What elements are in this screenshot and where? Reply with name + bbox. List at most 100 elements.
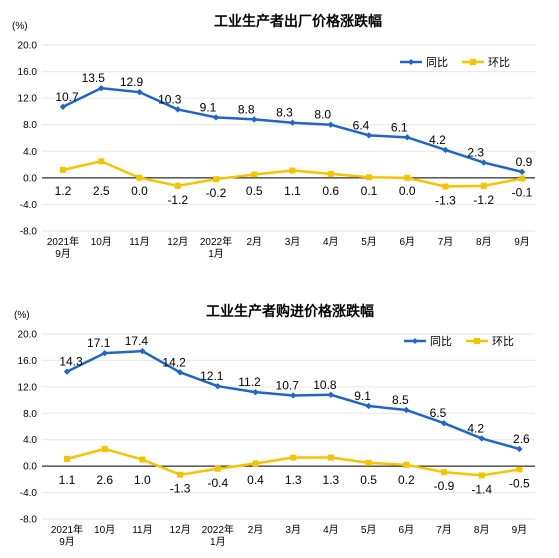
- data-label-mom: -1.2: [167, 193, 188, 207]
- legend-marker-square: [474, 338, 480, 344]
- x-tick-label: 3月: [285, 236, 301, 248]
- y-tick-label: -8.0: [20, 515, 38, 526]
- data-label-yoy: 10.8: [313, 378, 337, 392]
- x-tick-label: 1月: [208, 248, 224, 260]
- data-point-mom: [442, 183, 449, 190]
- x-tick-label: 7月: [438, 236, 454, 248]
- legend-label: 环比: [488, 56, 510, 69]
- data-label-yoy: 13.5: [82, 71, 106, 85]
- data-point-yoy: [252, 388, 259, 396]
- data-label-mom: 1.1: [284, 184, 301, 198]
- legend: 同比 环比: [404, 335, 514, 348]
- data-label-mom: -1.3: [435, 193, 456, 207]
- legend-label: 同比: [426, 56, 448, 69]
- data-label-mom: -0.5: [509, 476, 530, 490]
- data-point-yoy: [212, 114, 220, 121]
- chart-purchase-price: 工业生产者购进价格涨跌幅 (%) 20.0 16.0 12.0 8.0 4.0 0.0 -4.0…: [14, 303, 535, 548]
- data-point-yoy: [176, 369, 184, 376]
- data-label-mom: -0.4: [207, 476, 228, 490]
- data-label-mom: -0.9: [434, 479, 455, 493]
- y-tick-label: 16.0: [18, 356, 38, 367]
- data-label-yoy: 11.2: [238, 375, 261, 389]
- data-point-mom: [174, 182, 181, 189]
- data-point-yoy: [251, 116, 258, 123]
- data-point-mom: [327, 454, 334, 461]
- x-tick-label: 9月: [514, 236, 530, 248]
- data-label-mom: 1.3: [323, 473, 340, 487]
- data-point-mom: [214, 465, 221, 472]
- data-point-mom: [516, 466, 523, 473]
- legend: 同比 环比: [400, 56, 510, 69]
- data-point-yoy: [214, 382, 221, 390]
- x-tick-label: 2022年: [200, 235, 232, 248]
- data-label-mom: 0.0: [399, 184, 416, 198]
- x-tick-label: 12月: [167, 236, 188, 248]
- data-label-yoy: 12.1: [200, 369, 224, 383]
- data-label-mom: 0.5: [360, 473, 377, 487]
- data-label-mom: 0.2: [398, 473, 415, 487]
- x-tick-label: 2021年: [51, 523, 83, 536]
- data-point-yoy: [516, 445, 523, 453]
- x-tick-label: 3月: [285, 524, 301, 536]
- data-point-yoy: [63, 368, 71, 375]
- x-tick-label: 5月: [361, 236, 377, 248]
- x-tick-label: 11月: [129, 236, 149, 248]
- data-point-yoy: [136, 88, 143, 96]
- data-point-yoy: [442, 146, 449, 154]
- data-point-mom: [365, 459, 372, 466]
- x-tick-label: 4月: [323, 524, 339, 536]
- data-label-yoy: 6.1: [391, 120, 408, 134]
- data-label-mom: -1.3: [170, 482, 191, 496]
- legend-marker-diamond: [408, 59, 414, 65]
- series-line-mom: [62, 159, 523, 188]
- data-label-mom: 0.6: [322, 184, 339, 198]
- data-label-yoy: 8.8: [238, 102, 255, 116]
- data-label-yoy: 2.3: [467, 146, 484, 160]
- data-label-yoy: 2.6: [513, 432, 530, 446]
- y-tick-label: 16.0: [18, 67, 38, 78]
- data-label-mom: 1.1: [59, 473, 76, 487]
- x-tick-label: 1月: [210, 536, 226, 548]
- data-point-yoy: [59, 103, 67, 110]
- data-point-yoy: [174, 106, 181, 113]
- data-label-yoy: 8.3: [276, 106, 293, 120]
- data-point-yoy: [440, 419, 448, 427]
- data-label-yoy: 12.9: [120, 75, 144, 89]
- y-tick-label: 8.0: [23, 120, 37, 131]
- x-tick-label: 6月: [399, 236, 415, 248]
- x-tick-label: 2022年: [202, 523, 234, 536]
- series-line-mom: [66, 447, 520, 477]
- data-label-yoy: 17.1: [87, 336, 111, 350]
- data-point-yoy: [480, 159, 487, 166]
- data-label-mom: 0.0: [131, 184, 148, 198]
- x-tick-label: 12月: [170, 524, 191, 536]
- y-tick-label: 0.0: [23, 173, 37, 184]
- data-point-yoy: [139, 347, 146, 355]
- data-label-yoy: 6.5: [430, 406, 447, 420]
- data-point-mom: [519, 175, 525, 182]
- x-tick-label: 7月: [436, 524, 452, 536]
- data-label-yoy: 10.7: [276, 378, 300, 392]
- x-tick-label: 10月: [94, 524, 115, 536]
- legend-label: 同比: [430, 335, 452, 348]
- data-point-mom: [403, 461, 410, 468]
- data-point-mom: [327, 170, 334, 177]
- chart-title: 工业生产者购进价格涨跌幅: [206, 303, 374, 319]
- y-tick-label: 12.0: [18, 382, 38, 393]
- y-tick-label: -4.0: [20, 200, 38, 211]
- data-point-mom: [441, 469, 447, 476]
- series-line-yoy: [66, 349, 520, 451]
- x-tick-label: 10月: [91, 236, 112, 248]
- data-label-yoy: 8.5: [392, 393, 409, 407]
- x-tick-label: 8月: [474, 524, 490, 536]
- y-axis-unit-label: (%): [14, 310, 30, 321]
- data-label-mom: 2.5: [93, 184, 110, 198]
- data-label-yoy: 9.1: [354, 389, 371, 403]
- data-point-yoy: [290, 392, 297, 399]
- data-point-mom: [251, 171, 258, 178]
- data-point-mom: [289, 167, 296, 174]
- data-point-yoy: [289, 119, 296, 126]
- data-point-mom: [252, 460, 259, 467]
- data-label-mom: 0.5: [246, 184, 263, 198]
